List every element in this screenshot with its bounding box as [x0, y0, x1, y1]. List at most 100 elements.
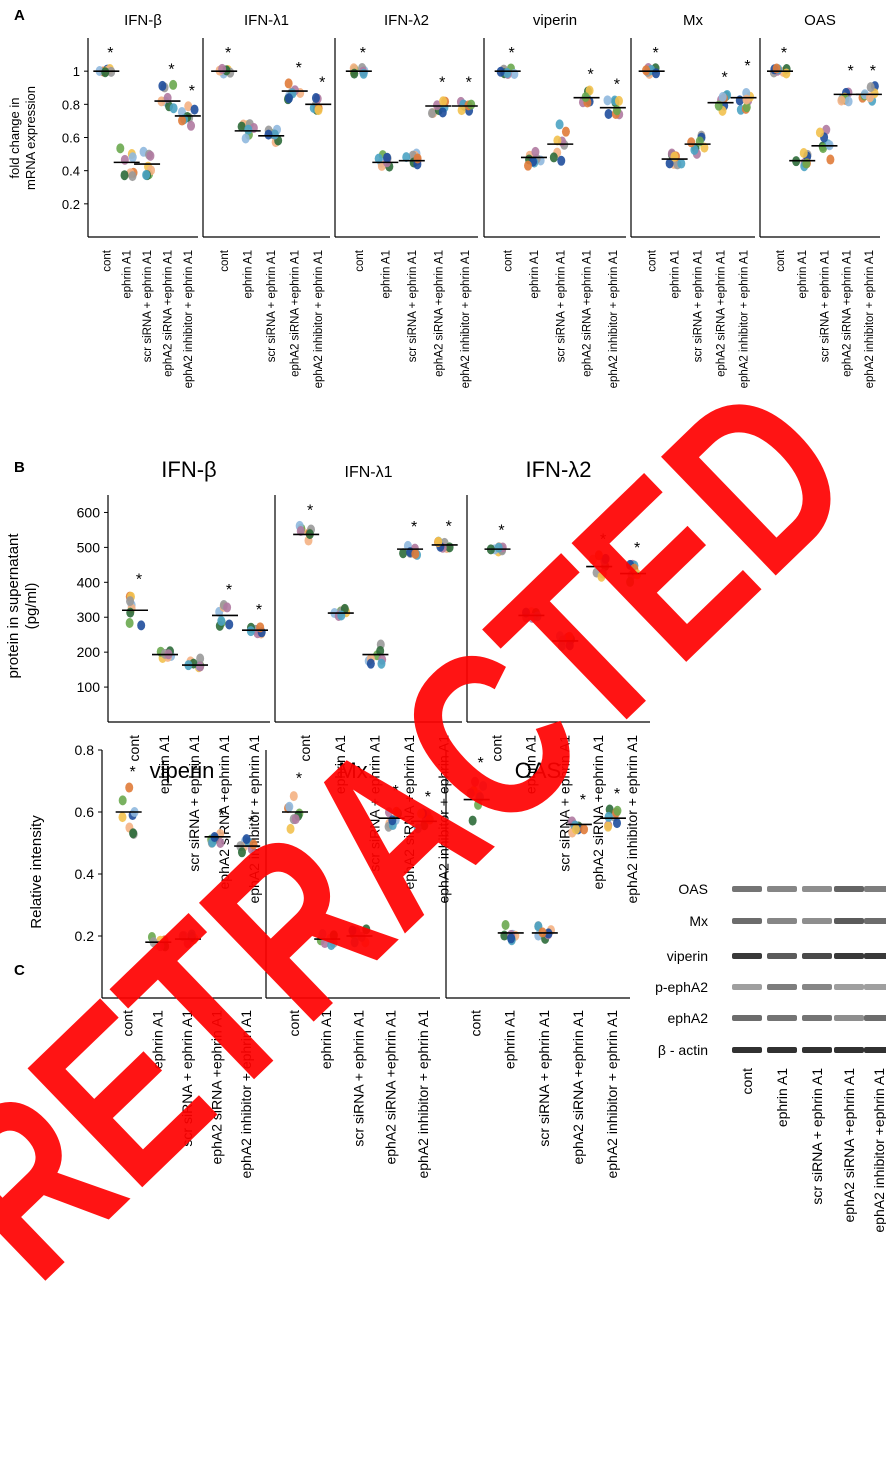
data-point — [216, 837, 225, 848]
y-tick-label: 200 — [77, 644, 101, 660]
data-point — [320, 938, 329, 949]
data-point — [237, 121, 246, 132]
data-point — [169, 79, 178, 90]
data-point — [196, 653, 205, 664]
data-point — [318, 929, 327, 940]
blot-band-label: Mx — [689, 913, 708, 929]
x-tick-label: ephA2 siRNA +ephrin A1 — [716, 250, 728, 377]
blot-band — [767, 886, 797, 892]
data-point — [242, 834, 251, 845]
data-point — [286, 823, 295, 834]
blot-band-label: viperin — [667, 948, 708, 964]
data-point — [531, 146, 540, 157]
significance-marker: * — [509, 45, 515, 62]
panel-label-b: B — [14, 459, 25, 476]
significance-marker: * — [634, 540, 640, 557]
y-tick-label: 0.4 — [62, 164, 80, 179]
x-tick-label: ephrin A1 — [529, 250, 541, 299]
data-point — [613, 818, 622, 829]
y-tick-label: 400 — [77, 574, 101, 590]
data-point — [183, 938, 192, 949]
significance-marker: * — [225, 45, 231, 62]
data-point — [311, 92, 320, 103]
data-point — [350, 937, 359, 948]
chart-title: viperin — [150, 758, 215, 783]
data-point — [494, 542, 503, 553]
significance-marker: * — [248, 814, 254, 831]
blot-band — [834, 886, 864, 892]
blot-band — [802, 918, 832, 924]
chart-panel-a-0: 0.2 0.4 0.6 0.8 1 IFN-β * cont ephrin A1 scr siRN… — [62, 12, 201, 388]
data-point — [474, 799, 483, 810]
x-tick-label: cont — [489, 735, 505, 762]
data-point — [142, 169, 151, 180]
data-point — [837, 95, 846, 106]
data-point — [652, 68, 661, 79]
data-point — [604, 811, 613, 822]
data-point — [187, 120, 196, 131]
data-point — [742, 94, 751, 105]
significance-marker: * — [781, 45, 787, 62]
x-tick-label: ephA2 inhibitor + ephrin A1 — [739, 250, 751, 388]
significance-marker: * — [411, 519, 417, 536]
data-point — [613, 805, 622, 816]
data-point — [687, 137, 696, 148]
data-point — [126, 607, 135, 618]
y-tick-label: 500 — [77, 539, 101, 555]
y-tick-label: 0.6 — [62, 131, 80, 146]
data-point — [445, 542, 454, 553]
significance-marker: * — [296, 770, 302, 787]
data-point — [439, 96, 448, 107]
data-point — [561, 126, 570, 137]
data-point — [284, 93, 293, 104]
x-tick-label: ephA2 siRNA +ephrin A1 — [590, 735, 606, 890]
significance-marker: * — [218, 808, 224, 825]
data-point — [413, 823, 422, 834]
x-tick-label: ephrin A1 — [502, 1010, 518, 1069]
x-tick-label: cont — [286, 1010, 302, 1037]
x-tick-label: ephrin A1 — [797, 250, 809, 299]
significance-marker: * — [721, 70, 727, 87]
chart-title: IFN-λ1 — [244, 12, 289, 29]
x-tick-label: cont — [101, 249, 113, 272]
data-point — [594, 550, 603, 561]
blot-lane-label: ephA2 inhibitor +ephrin A1 — [871, 1068, 886, 1233]
blot-band — [767, 1047, 797, 1053]
x-tick-label: scr siRNA + ephrin A1 — [819, 250, 831, 362]
x-tick-label: ephA2 siRNA +ephrin A1 — [383, 1010, 399, 1165]
chart-title: IFN-β — [124, 12, 162, 29]
x-tick-label: ephA2 inhibitor + ephrin A1 — [415, 1010, 431, 1179]
chart-panel-a-4: Mx * cont ephrin A1 scr siRNA + ephrin A1 * ep… — [630, 12, 757, 388]
significance-marker: * — [319, 75, 325, 92]
x-tick-label: ephA2 inhibitor + ephrin A1 — [313, 250, 325, 388]
blot-band — [864, 984, 886, 990]
blot-band — [802, 1047, 832, 1053]
data-point — [411, 548, 420, 559]
data-point — [128, 171, 137, 182]
data-point — [420, 820, 429, 831]
y-tick-label: 0.2 — [62, 197, 80, 212]
significance-marker: * — [307, 503, 313, 520]
data-point — [289, 791, 298, 802]
significance-marker: * — [848, 63, 854, 80]
data-point — [264, 129, 273, 140]
x-tick-label: ephrin A1 — [156, 735, 172, 794]
data-point — [126, 596, 135, 607]
blot-band — [834, 953, 864, 959]
blot-lane-label: ephrin A1 — [774, 1068, 790, 1127]
x-tick-label: ephA2 inhibitor + ephrin A1 — [246, 735, 262, 904]
data-point — [244, 124, 253, 135]
data-point — [158, 80, 167, 91]
data-point — [223, 602, 232, 613]
x-tick-label: cont — [468, 1010, 484, 1037]
x-tick-label: ephA2 siRNA +ephrin A1 — [290, 250, 302, 377]
x-tick-label: ephrin A1 — [243, 250, 255, 299]
data-point — [362, 924, 371, 935]
blot-band-label: β - actin — [658, 1042, 708, 1058]
significance-marker: * — [498, 523, 504, 540]
blot-band — [767, 918, 797, 924]
data-point — [557, 155, 566, 166]
significance-marker: * — [393, 783, 399, 800]
data-point — [557, 640, 566, 651]
data-point — [565, 640, 574, 651]
